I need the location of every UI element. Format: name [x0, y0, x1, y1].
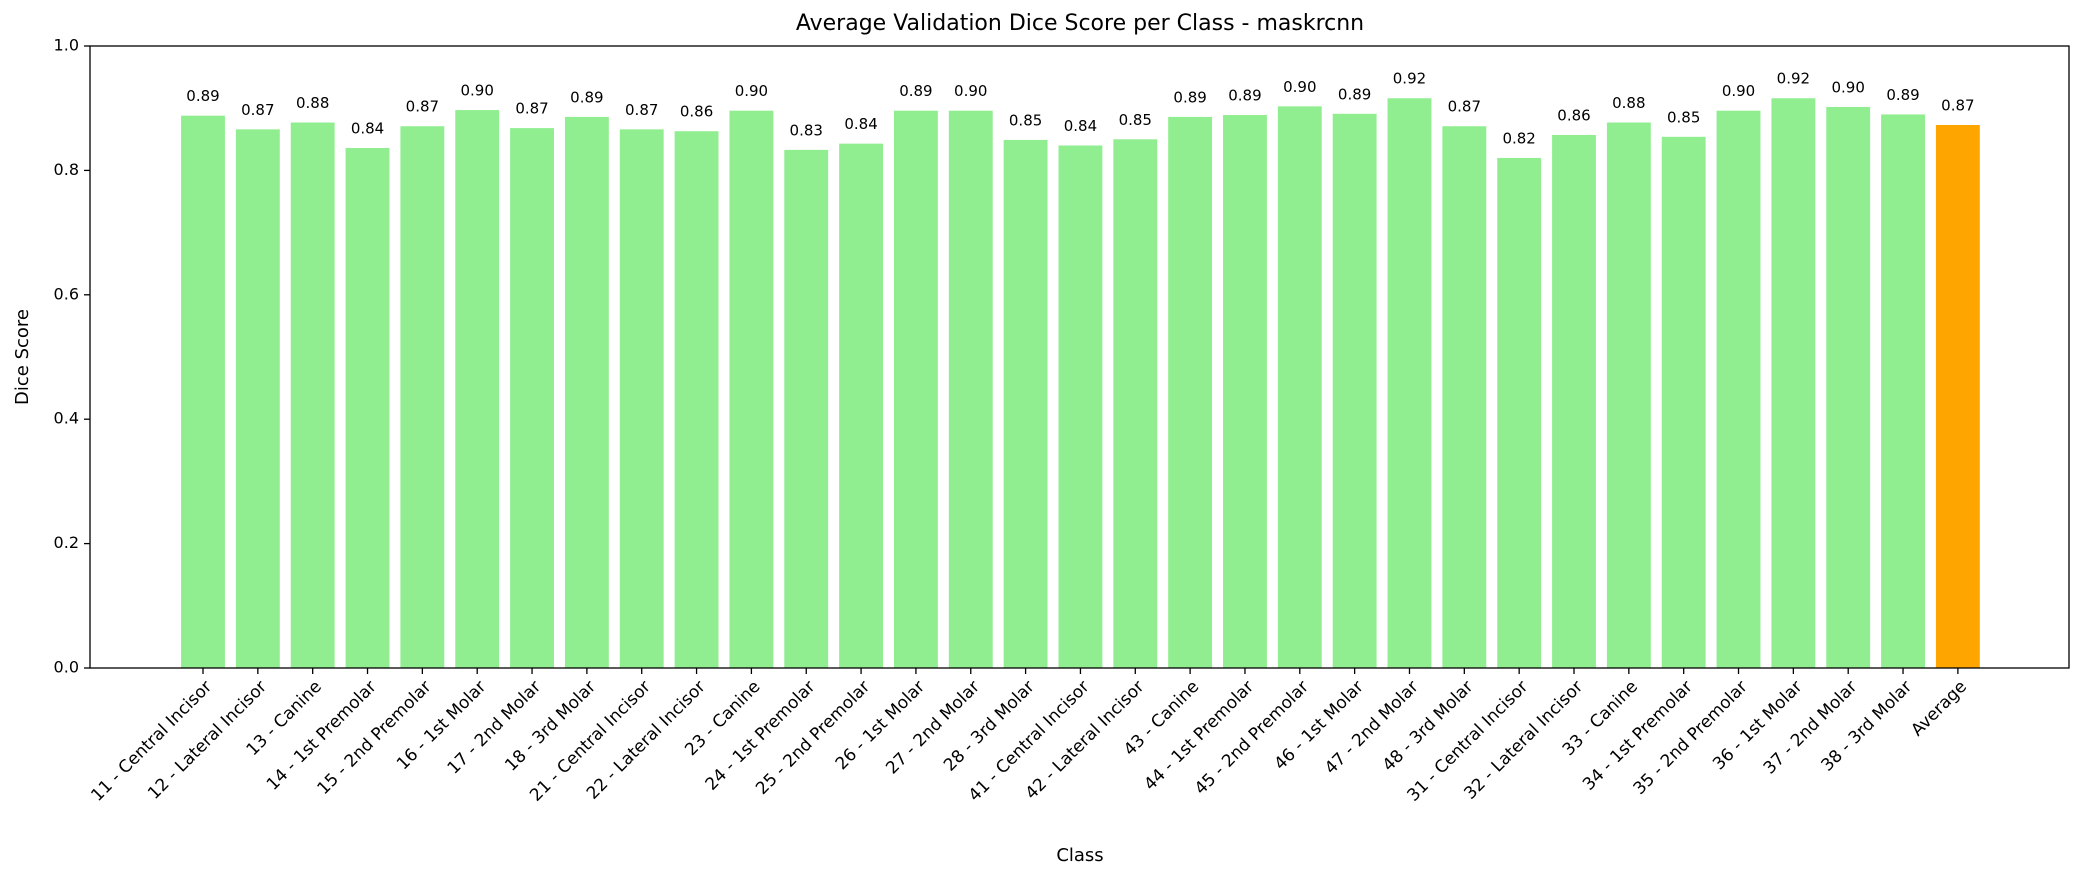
value-label: 0.90	[735, 82, 768, 100]
bar	[1552, 134, 1596, 669]
bar	[1223, 115, 1267, 669]
bar	[1497, 157, 1542, 668]
bar	[1387, 98, 1432, 669]
chart-title: Average Validation Dice Score per Class …	[796, 11, 1364, 36]
plot-frame	[89, 45, 2070, 669]
value-label: 0.89	[1228, 87, 1261, 105]
x-tick-label: 27 - 2nd Molar	[882, 677, 984, 779]
value-label: 0.87	[515, 100, 548, 118]
value-label: 0.84	[844, 115, 877, 133]
y-tick-label: 0.8	[54, 160, 79, 179]
bar	[345, 148, 390, 668]
value-label: 0.89	[1338, 85, 1371, 103]
value-label: 0.87	[1941, 96, 1974, 114]
y-tick-label: 0.4	[54, 409, 79, 428]
value-label: 0.85	[1667, 108, 1700, 126]
value-label: 0.90	[1283, 78, 1316, 96]
y-tick-label: 0.0	[54, 658, 79, 677]
value-label: 0.92	[1777, 70, 1810, 88]
bar	[1277, 106, 1322, 669]
value-label: 0.89	[186, 87, 219, 105]
bar	[400, 126, 445, 669]
y-tick-label: 0.6	[54, 284, 79, 303]
bar	[893, 110, 938, 669]
x-tick-label: 47 - 2nd Molar	[1321, 677, 1423, 779]
value-label: 0.90	[1722, 82, 1755, 100]
value-label: 0.90	[954, 82, 987, 100]
bar	[1332, 113, 1377, 669]
value-label: 0.92	[1393, 70, 1426, 88]
value-label: 0.89	[570, 88, 603, 106]
bar	[181, 115, 225, 668]
bar	[1881, 114, 1925, 669]
value-label: 0.86	[1557, 106, 1590, 124]
value-label: 0.82	[1502, 129, 1535, 147]
bar	[510, 128, 554, 668]
value-label: 0.90	[1831, 78, 1864, 96]
x-tick-label: 17 - 2nd Molar	[444, 677, 546, 779]
bar	[455, 110, 500, 669]
value-label: 0.87	[1448, 98, 1481, 116]
value-label: 0.84	[351, 120, 384, 138]
bar	[1826, 106, 1871, 669]
bar	[1716, 110, 1761, 669]
value-label: 0.88	[1612, 94, 1645, 112]
bar	[948, 110, 993, 669]
y-tick-label: 1.0	[54, 36, 79, 55]
value-label: 0.86	[680, 103, 713, 121]
y-axis-label: Dice Score	[12, 309, 33, 405]
bar	[1935, 124, 1980, 668]
value-label: 0.87	[625, 101, 658, 119]
bar	[1168, 116, 1213, 668]
value-label: 0.85	[1009, 111, 1042, 129]
bar	[784, 149, 829, 668]
bar	[1058, 145, 1103, 668]
bar	[1113, 139, 1158, 669]
bar	[729, 110, 774, 669]
bar	[839, 143, 884, 669]
value-label: 0.83	[790, 121, 823, 139]
x-tick-label: 37 - 2nd Molar	[1760, 677, 1862, 779]
value-label: 0.89	[1173, 88, 1206, 106]
bar	[1661, 136, 1706, 668]
x-axis-label: Class	[1056, 845, 1103, 866]
bar	[1606, 122, 1651, 669]
bar	[290, 122, 335, 669]
bar	[1771, 98, 1816, 669]
value-label: 0.89	[1886, 86, 1919, 104]
bar	[619, 129, 664, 668]
x-tick-label: Average	[1907, 677, 1971, 741]
y-tick-label: 0.2	[54, 533, 79, 552]
value-label: 0.85	[1119, 111, 1152, 129]
value-label: 0.90	[460, 82, 493, 100]
value-label: 0.88	[296, 94, 329, 112]
value-label: 0.84	[1064, 117, 1097, 135]
bar	[1003, 139, 1048, 668]
bar	[1442, 126, 1487, 669]
bar	[564, 116, 609, 668]
value-label: 0.87	[406, 98, 439, 116]
bar	[235, 129, 280, 668]
value-label: 0.89	[899, 82, 932, 100]
value-label: 0.87	[241, 101, 274, 119]
bar	[674, 131, 719, 669]
